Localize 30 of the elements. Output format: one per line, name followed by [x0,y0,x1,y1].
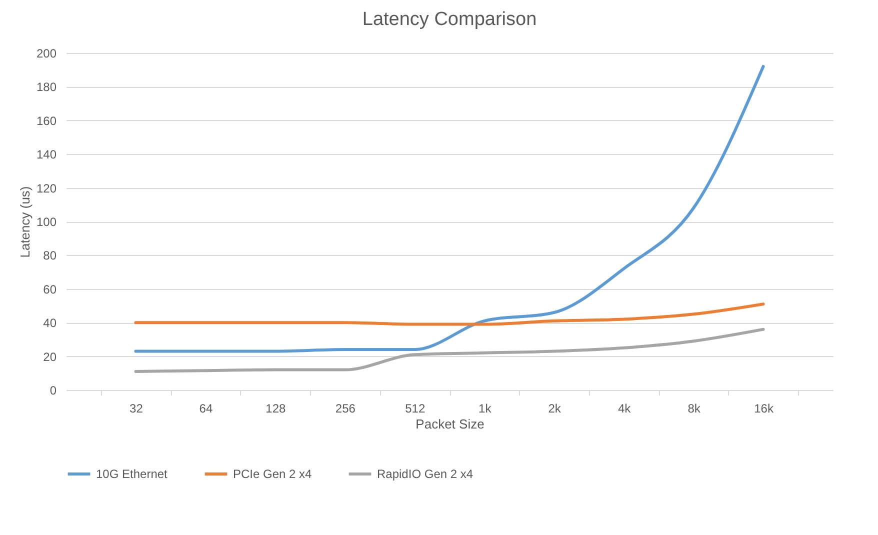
x-tick-label: 4k [618,402,632,416]
y-tick-label: 160 [36,114,57,128]
chart-title: Latency Comparison [362,9,537,30]
y-tick-label: 140 [36,148,57,162]
x-tick-label: 1k [478,402,492,416]
legend-label: PCIe Gen 2 x4 [233,467,312,481]
x-tick-label: 32 [130,402,144,416]
y-tick-label: 180 [36,80,57,94]
x-axis-title: Packet Size [416,416,484,432]
line-series [134,64,765,353]
x-tick-label: 64 [199,402,213,416]
y-axis-title: Latency (us) [17,186,32,258]
x-tick-label: 256 [335,402,356,416]
x-tick-label: 16k [754,402,774,416]
x-tick-label: 128 [266,402,286,416]
x-tick-label: 512 [405,402,426,416]
y-tick-label: 120 [36,181,57,196]
y-tick-label: 40 [43,316,57,330]
y-tick-label: 100 [36,215,57,229]
legend-label: 10G Ethernet [96,467,168,481]
y-tick-label: 20 [43,350,57,364]
y-tick-label: 0 [50,384,57,398]
line-series [134,302,765,326]
x-tick-label: 8k [688,402,702,416]
y-tick-label: 60 [43,282,57,296]
x-tick-label: 2k [548,402,562,416]
y-tick-label: 80 [43,248,57,263]
legend-label: RapidIO Gen 2 x4 [377,467,474,481]
line-series [134,328,765,373]
y-tick-label: 200 [36,46,57,60]
